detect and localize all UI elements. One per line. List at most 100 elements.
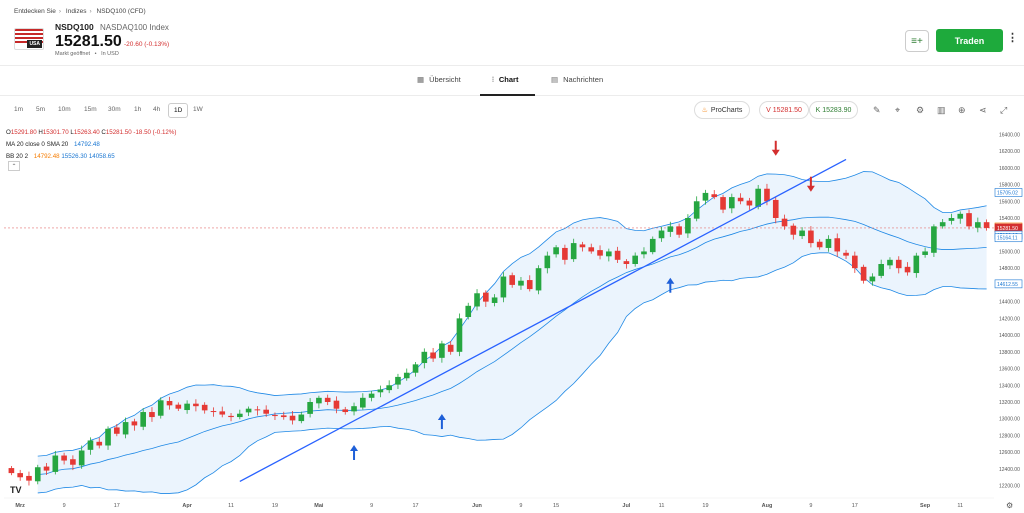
candle — [913, 255, 920, 274]
candle — [755, 188, 761, 207]
candle — [193, 403, 199, 407]
candle — [895, 259, 902, 269]
y-axis-tick-label: 15000.00 — [999, 249, 1020, 255]
drawing-tools-icon[interactable]: ⌖ — [895, 105, 901, 115]
market-status: Markt geöffnet • In USD — [55, 51, 119, 57]
y-axis-tick-label: 12800.00 — [999, 433, 1020, 439]
candle — [869, 276, 876, 282]
timeframe-15m[interactable]: 15m — [84, 106, 97, 113]
candle — [781, 218, 788, 227]
bb-legend: BB 20 2 14792.48 15526.30 14058.65 — [6, 153, 115, 160]
usa-flag-icon: USA — [14, 28, 44, 50]
x-axis-tick-label: 17 — [114, 503, 120, 509]
candle — [676, 226, 682, 235]
y-axis-tick-label: 13400.00 — [999, 383, 1020, 389]
candle — [588, 247, 595, 252]
x-axis-tick-label: 11 — [957, 503, 963, 509]
add-to-watchlist-button[interactable]: ≡+ — [905, 30, 929, 52]
x-axis-tick-label: Mrz — [15, 503, 25, 509]
flag-label: USA — [27, 40, 42, 48]
timeframe-30m[interactable]: 30m — [108, 106, 121, 113]
candle — [122, 422, 129, 435]
instrument-name: NSDQ100 NASDAQ100 Index — [55, 22, 169, 32]
share-icon[interactable]: ⋖ — [979, 105, 987, 115]
candle — [157, 400, 164, 416]
fullscreen-icon[interactable]: ⤢ — [1000, 105, 1008, 115]
candle — [702, 192, 709, 201]
candlestick-icon: ⫶ — [492, 75, 494, 84]
tradingview-logo: TV — [10, 485, 22, 495]
candle — [808, 230, 814, 244]
x-axis-tick-label: 17 — [412, 503, 418, 509]
candle — [386, 385, 392, 391]
currency-text: In USD — [101, 51, 119, 57]
gear-icon[interactable]: ⚙ — [916, 105, 925, 115]
timeframe-1w[interactable]: 1W — [193, 106, 203, 113]
candle — [87, 440, 94, 450]
tab-news[interactable]: ▤ Nachrichten — [551, 75, 604, 84]
timeframe-1m[interactable]: 1m — [14, 106, 24, 113]
tab-overview[interactable]: ▦ Übersicht — [417, 75, 461, 84]
candle — [456, 318, 463, 352]
tab-chart[interactable]: ⫶ Chart — [492, 75, 519, 84]
bollinger-upper-line — [37, 171, 987, 457]
candle — [562, 247, 568, 260]
news-icon: ▤ — [551, 75, 559, 84]
breadcrumb-item[interactable]: Entdecken Sie — [14, 8, 56, 15]
candle — [421, 351, 428, 364]
candle — [931, 226, 937, 253]
x-axis-tick-label: 9 — [519, 503, 522, 509]
y-axis-tick-label: 13800.00 — [999, 350, 1020, 356]
candle — [280, 415, 287, 418]
timeframe-10m[interactable]: 10m — [58, 106, 71, 113]
candle — [509, 275, 515, 285]
candle — [957, 213, 964, 219]
candle — [149, 412, 155, 418]
candle — [500, 276, 507, 298]
candle — [834, 238, 841, 252]
candle — [860, 266, 867, 281]
trade-button[interactable]: Traden — [936, 29, 1003, 52]
timeframe-4h[interactable]: 4h — [153, 106, 161, 113]
candle — [711, 194, 718, 198]
candle — [43, 466, 50, 471]
candle — [395, 376, 401, 385]
timeframe-1d[interactable]: 1D — [168, 103, 189, 118]
candle — [518, 280, 524, 286]
indicators-icon[interactable]: ▥ — [937, 105, 946, 115]
chevron-right-icon: › — [89, 8, 92, 15]
more-vertical-icon[interactable]: ⋮ — [1007, 32, 1018, 44]
compare-icon[interactable]: ⊕ — [958, 105, 966, 115]
candle — [210, 411, 217, 413]
candle — [166, 400, 173, 406]
pencil-icon[interactable]: ✎ — [873, 105, 881, 115]
candle — [289, 415, 296, 421]
breadcrumb-item[interactable]: Indizes — [65, 8, 87, 15]
timeframe-1h[interactable]: 1h — [134, 106, 142, 113]
candle — [878, 264, 884, 276]
candle — [78, 450, 85, 466]
buy-price-button[interactable]: K 15283.90 — [809, 101, 858, 119]
candle — [307, 402, 313, 414]
candle — [140, 412, 146, 427]
candle — [816, 241, 823, 248]
arrow-up-icon — [437, 414, 446, 421]
timeframe-5m[interactable]: 5m — [36, 106, 46, 113]
candle — [131, 421, 138, 426]
sell-price-button[interactable]: V 15281.50 — [759, 101, 809, 119]
candle — [175, 404, 182, 409]
trend-line — [239, 158, 847, 483]
candle — [597, 250, 603, 256]
candle — [579, 244, 586, 248]
candle — [939, 222, 946, 227]
candle — [483, 292, 489, 302]
instrument-fullname: NASDAQ100 Index — [99, 23, 169, 32]
procharts-button[interactable]: ♨ ProCharts — [694, 101, 750, 119]
gear-icon: ⚙ — [1006, 501, 1013, 510]
candle — [412, 364, 419, 373]
instrument-symbol: NSDQ100 — [55, 22, 94, 32]
grid-icon: ▦ — [417, 75, 425, 84]
collapse-legend-button[interactable]: ⌃ — [8, 161, 20, 171]
candle — [70, 459, 76, 465]
price-chart[interactable]: 12200.00 12400.00 12600.00 12800.00 13000.00… — [0, 122, 1024, 513]
